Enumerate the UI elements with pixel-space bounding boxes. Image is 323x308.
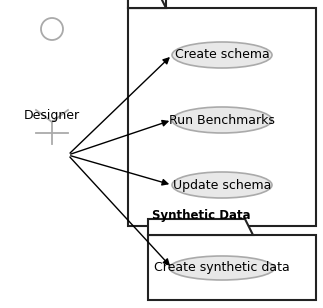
- Ellipse shape: [172, 42, 272, 68]
- Ellipse shape: [172, 107, 272, 133]
- Text: Update schema: Update schema: [173, 179, 271, 192]
- Text: Create synthetic data: Create synthetic data: [154, 261, 290, 274]
- FancyBboxPatch shape: [148, 235, 316, 300]
- Text: Run Benchmarks: Run Benchmarks: [169, 114, 275, 127]
- Ellipse shape: [172, 172, 272, 198]
- Text: Create schema: Create schema: [175, 48, 269, 62]
- FancyBboxPatch shape: [128, 0, 166, 8]
- FancyBboxPatch shape: [128, 8, 316, 226]
- Polygon shape: [128, 0, 166, 8]
- Text: Designer: Designer: [24, 109, 80, 122]
- Ellipse shape: [170, 256, 275, 280]
- Polygon shape: [148, 219, 253, 235]
- Text: Synthetic Data: Synthetic Data: [152, 209, 251, 222]
